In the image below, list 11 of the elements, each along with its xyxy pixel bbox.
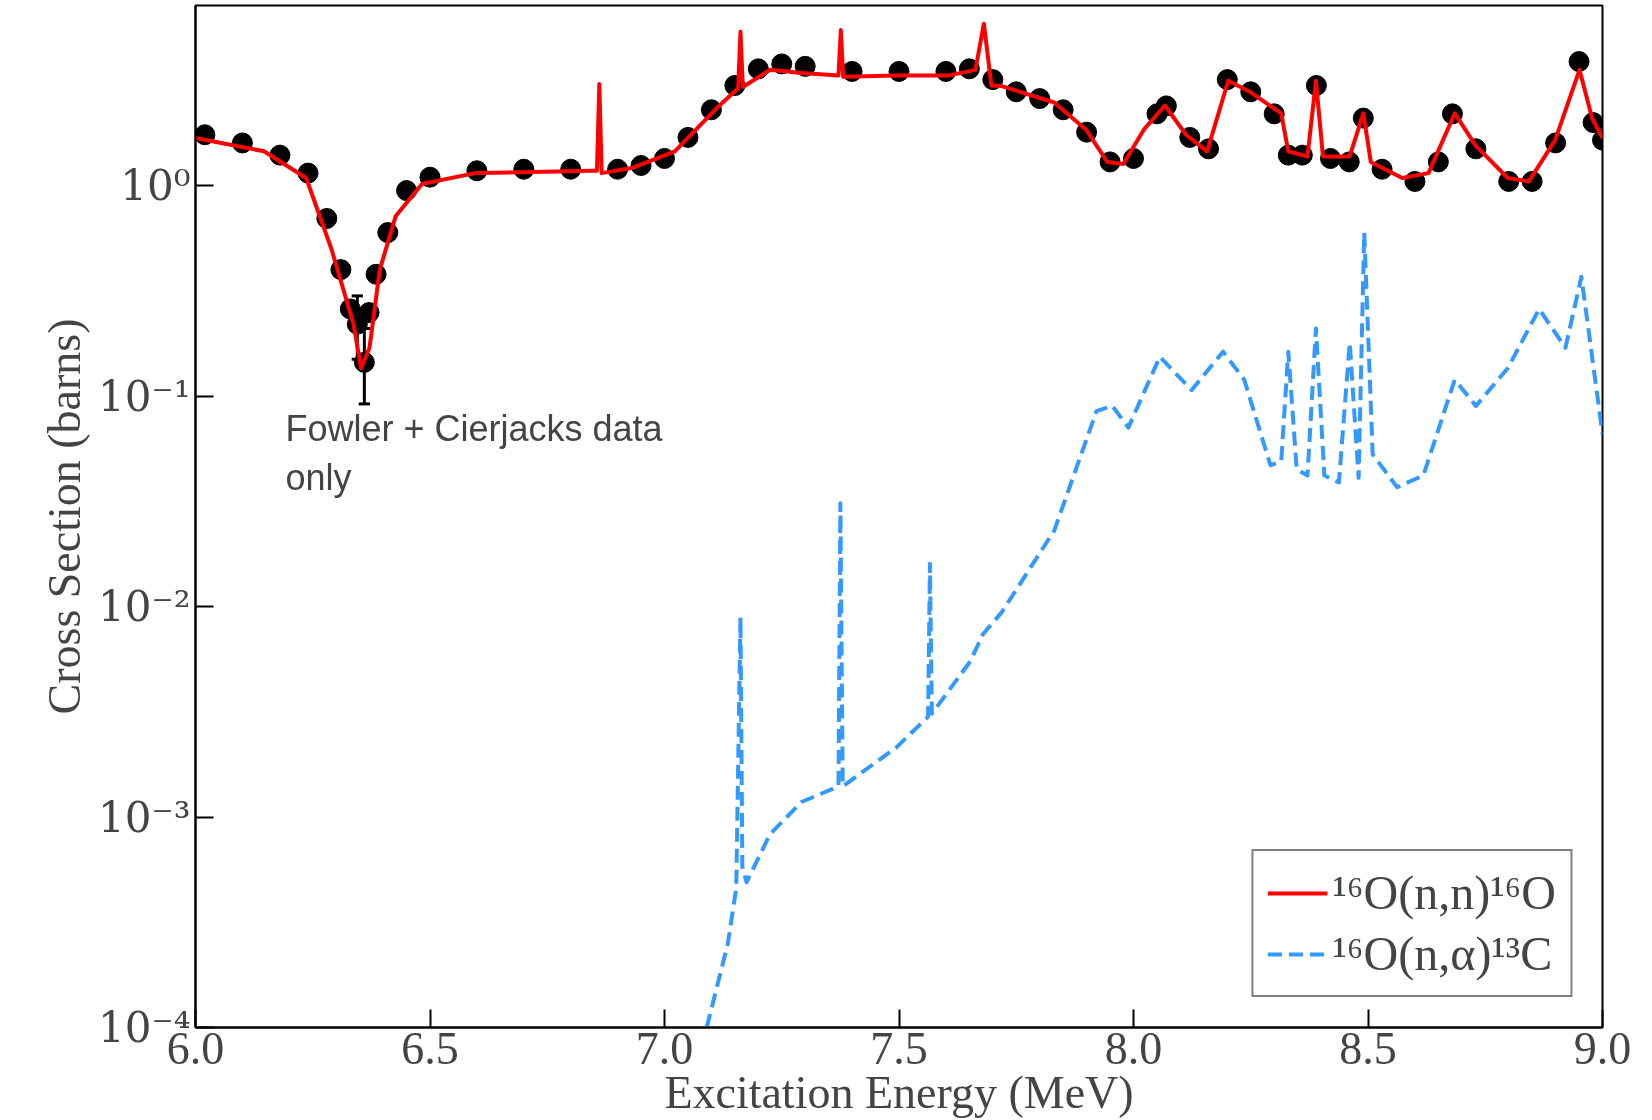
y-tick-label: 10⁰ (120, 161, 191, 211)
x-tick-label: 8.5 (1339, 1022, 1397, 1074)
annotation: Fowler + Cierjacks data only (285, 407, 664, 498)
legend-label: ¹⁶O(n,α)¹³C (1332, 926, 1553, 981)
y-tick-label: 10⁻³ (98, 792, 191, 842)
x-tick-label: 9.0 (1573, 1022, 1632, 1074)
y-tick-label: 10⁻¹ (98, 371, 191, 421)
x-tick-label: 6.5 (401, 1022, 459, 1074)
y-tick-label: 10⁻² (98, 582, 191, 632)
y-axis-title: Cross Section (barns) (39, 318, 91, 715)
legend-label: ¹⁶O(n,n)¹⁶O (1332, 865, 1556, 920)
